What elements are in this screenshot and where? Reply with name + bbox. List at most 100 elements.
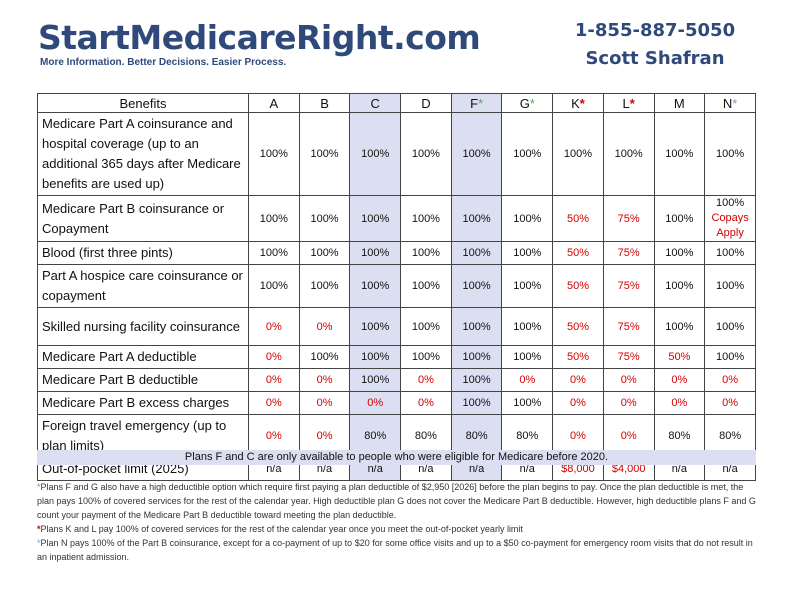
coverage-cell-b: 0% [298, 368, 351, 392]
coverage-cell-b: 0% [298, 307, 351, 346]
coverage-cell-g: 100% [501, 112, 554, 196]
table-row: Medicare Part A coinsurance and hospital… [37, 112, 756, 196]
coverage-cell-f: 100% [450, 391, 503, 415]
copays-note: Copays Apply [711, 212, 749, 239]
coverage-cell-b: 100% [298, 112, 351, 196]
coverage-cell-a: 0% [248, 391, 300, 415]
coverage-cell-m: 50% [653, 345, 706, 369]
coverage-cell-f: 100% [450, 264, 503, 308]
plan-header-c: C [349, 93, 402, 113]
coverage-cell-d: 0% [400, 368, 452, 392]
coverage-cell-m: 100% [653, 241, 706, 265]
table-row: Part A hospice care coinsurance or copay… [37, 264, 756, 308]
coverage-cell-k: 0% [552, 368, 604, 392]
coverage-cell-d: 100% [400, 112, 452, 196]
coverage-cell-l: 75% [602, 195, 655, 242]
coverage-cell-l: 75% [602, 345, 655, 369]
coverage-cell-a: 0% [248, 345, 300, 369]
coverage-cell-n: 100% [704, 112, 756, 196]
coverage-cell-a: 0% [248, 307, 300, 346]
coverage-cell-l: 75% [602, 264, 655, 308]
agent-name: Scott Shafran [585, 48, 725, 69]
benefits-header: Benefits [37, 93, 249, 113]
coverage-cell-c: 100% [349, 195, 402, 242]
benefit-label: Medicare Part B coinsurance or Copayment [37, 195, 249, 242]
coverage-cell-a: 100% [248, 264, 300, 308]
plan-header-g: G* [501, 93, 554, 113]
plan-header-l: L* [602, 93, 655, 113]
coverage-cell-g: 100% [501, 307, 554, 346]
plan-header-k: K* [552, 93, 604, 113]
coverage-cell-d: 100% [400, 264, 452, 308]
plan-header-b: B [298, 93, 351, 113]
coverage-cell-m: 0% [653, 368, 706, 392]
coverage-cell-f: 100% [450, 368, 503, 392]
benefit-label: Skilled nursing facility coinsurance [37, 307, 249, 346]
benefit-label: Medicare Part B excess charges [37, 391, 249, 415]
coverage-cell-f: 100% [450, 307, 503, 346]
phone-number: 1-855-887-5050 [574, 20, 736, 41]
footnote-kl: *Plans K and L pay 100% of covered servi… [37, 524, 523, 534]
coverage-cell-n: 100% [704, 345, 756, 369]
footnote-fg: *Plans F and G also have a high deductib… [37, 482, 756, 520]
plan-header-f: F* [450, 93, 503, 113]
coverage-cell-c: 100% [349, 112, 402, 196]
coverage-cell-n: 100% [704, 264, 756, 308]
footnote-star-green: * [529, 95, 535, 111]
footnote-star-blue: * [732, 95, 738, 111]
coverage-cell-m: 100% [653, 195, 706, 242]
coverage-cell-m: 100% [653, 264, 706, 308]
coverage-cell-m: 100% [653, 112, 706, 196]
coverage-cell-c: 0% [349, 391, 402, 415]
footnote-star-red: * [37, 524, 41, 534]
coverage-cell-g: 100% [501, 345, 554, 369]
footnote-star-green: * [478, 95, 484, 111]
coverage-cell-b: 100% [298, 195, 351, 242]
coverage-cell-d: 100% [400, 195, 452, 242]
coverage-cell-g: 100% [501, 391, 554, 415]
plan-header-a: A [248, 93, 300, 113]
footnote-star-red: * [579, 95, 585, 111]
coverage-cell-f: 100% [450, 112, 503, 196]
table-row: Medicare Part B coinsurance or Copayment… [37, 195, 756, 242]
coverage-cell-k: 100% [552, 112, 604, 196]
coverage-cell-g: 0% [501, 368, 554, 392]
coverage-cell-l: 0% [602, 368, 655, 392]
coverage-cell-d: 0% [400, 391, 452, 415]
table-row: Blood (first three pints) 100% 100% 100% 100… [37, 241, 756, 265]
benefit-label: Medicare Part A coinsurance and hospital… [37, 112, 249, 196]
coverage-cell-n: 100% [704, 241, 756, 265]
plan-header-m: M [653, 93, 706, 113]
footnote-n: *Plan N pays 100% of the Part B coinsura… [37, 538, 753, 562]
coverage-cell-n: 100% [704, 307, 756, 346]
coverage-cell-d: 100% [400, 307, 452, 346]
table-header-row: Benefits A B C D F* G* K* L* M N* [37, 93, 756, 113]
coverage-cell-k: 50% [552, 307, 604, 346]
coverage-cell-l: 0% [602, 391, 655, 415]
plan-header-n: N* [704, 93, 756, 113]
coverage-cell-l: 100% [602, 112, 655, 196]
coverage-cell-c: 100% [349, 345, 402, 369]
coverage-cell-d: 100% [400, 345, 452, 369]
benefit-label: Medicare Part A deductible [37, 345, 249, 369]
coverage-cell-f: 100% [450, 345, 503, 369]
coverage-value: 100% [716, 197, 745, 209]
coverage-cell-a: 100% [248, 195, 300, 242]
coverage-cell-c: 100% [349, 307, 402, 346]
coverage-cell-k: 50% [552, 264, 604, 308]
table-row: Medicare Part A deductible 0% 100% 100% 100%… [37, 345, 756, 369]
coverage-cell-l: 75% [602, 241, 655, 265]
footnotes: *Plans F and G also have a high deductib… [37, 480, 757, 564]
brand-logo: StartMedicareRight.com [38, 18, 481, 57]
coverage-cell-a: 100% [248, 241, 300, 265]
footnote-star-green: * [37, 482, 41, 492]
plan-comparison-table: Benefits A B C D F* G* K* L* M N* Medica… [37, 93, 756, 481]
coverage-cell-n: 0% [704, 391, 756, 415]
coverage-cell-k: 0% [552, 391, 604, 415]
coverage-cell-c: 100% [349, 264, 402, 308]
coverage-cell-b: 100% [298, 241, 351, 265]
benefit-label: Part A hospice care coinsurance or copay… [37, 264, 249, 308]
plan-header-d: D [400, 93, 452, 113]
table-row: Medicare Part B excess charges 0% 0% 0% 0% 10… [37, 391, 756, 415]
footnote-star-red: * [629, 95, 635, 111]
